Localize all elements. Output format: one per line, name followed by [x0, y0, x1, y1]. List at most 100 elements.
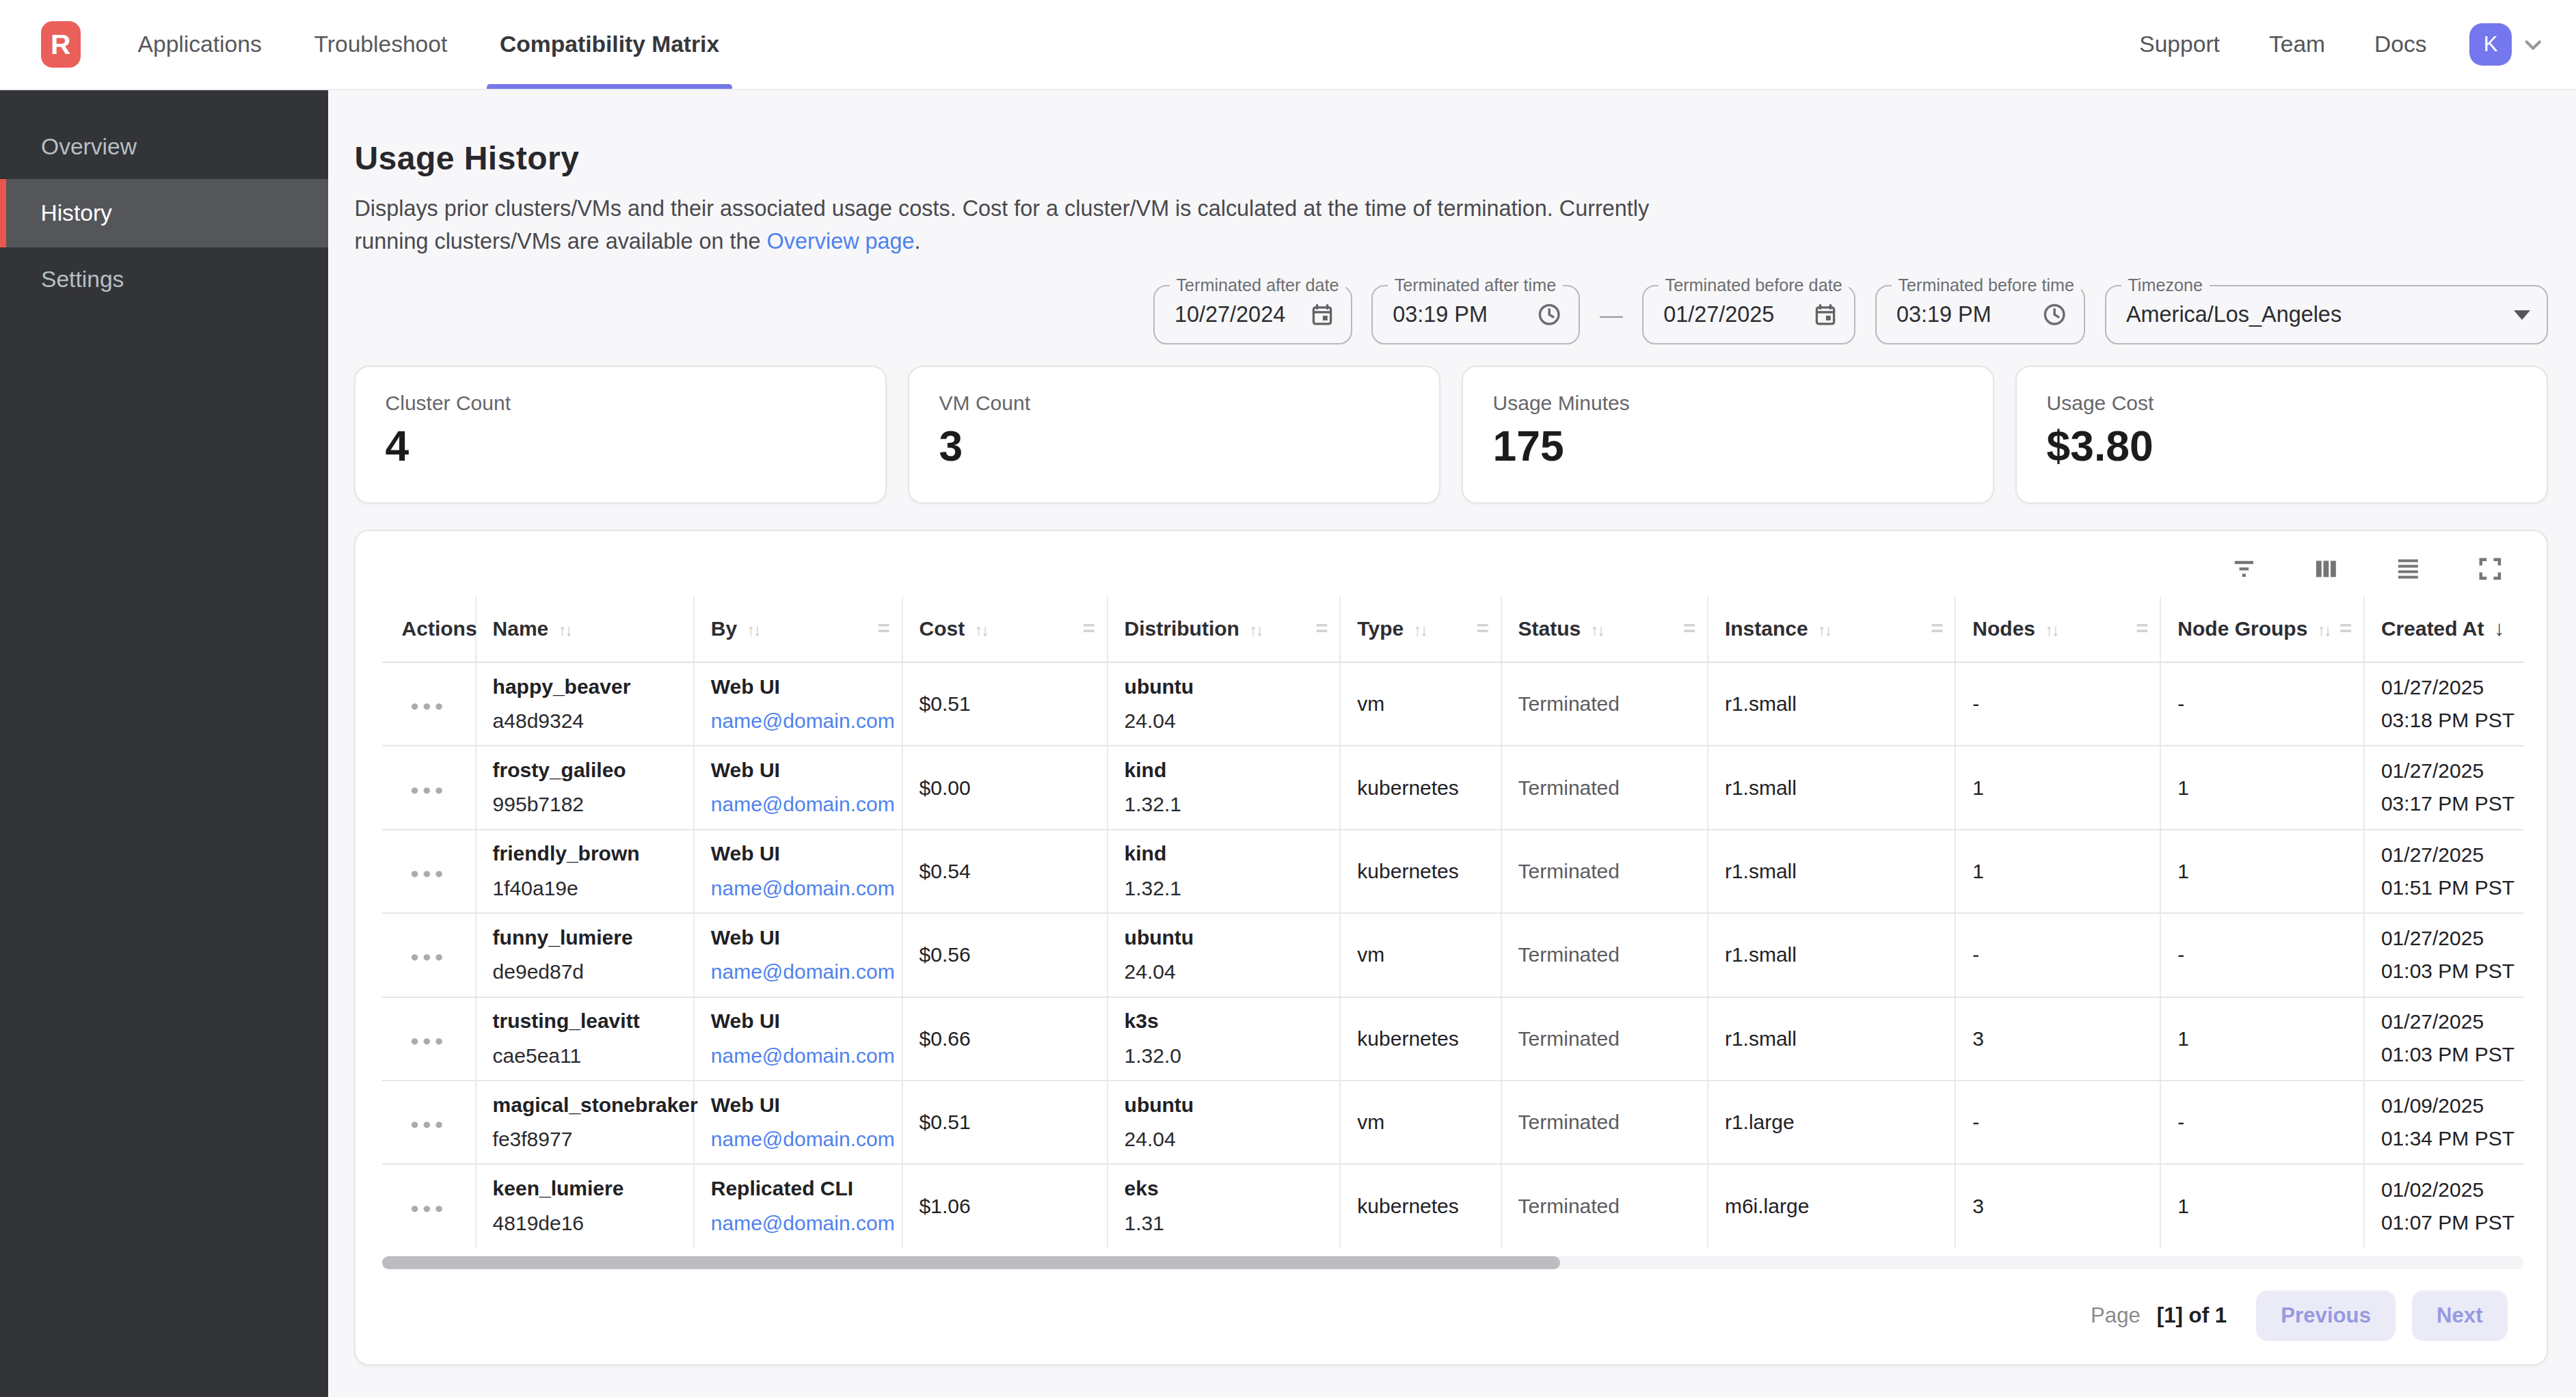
cluster-id: 4819de16	[493, 1210, 693, 1238]
created-by-email-link[interactable]: name@domain.com	[711, 1126, 895, 1154]
filter-icon[interactable]	[2230, 555, 2258, 583]
overview-page-link[interactable]: Overview page	[767, 229, 915, 254]
actions-cell: ●●●	[382, 913, 476, 996]
nav-link-team[interactable]: Team	[2269, 31, 2325, 57]
row-actions-button[interactable]: ●●●	[410, 781, 447, 798]
nav-link-docs[interactable]: Docs	[2374, 31, 2427, 57]
row-actions-button[interactable]: ●●●	[410, 948, 447, 965]
fullscreen-icon[interactable]	[2476, 555, 2504, 583]
instance-cell: r1.small	[1708, 997, 1955, 1081]
replicated-logo[interactable]: R	[41, 21, 81, 67]
row-actions-button[interactable]: ●●●	[410, 1199, 447, 1217]
column-header-cost[interactable]: Cost↑↓=	[902, 597, 1108, 662]
column-header-node-groups[interactable]: Node Groups↑↓=	[2160, 597, 2364, 662]
distribution-version: 1.32.1	[1125, 875, 1340, 903]
column-resize-handle[interactable]: =	[1683, 616, 1695, 641]
column-header-type[interactable]: Type↑↓=	[1340, 597, 1501, 662]
sidebar-item-settings[interactable]: Settings	[0, 247, 328, 312]
created-by-email-link[interactable]: name@domain.com	[711, 958, 895, 986]
distribution-version: 24.04	[1125, 707, 1340, 735]
density-icon[interactable]	[2394, 555, 2422, 583]
row-actions-button[interactable]: ●●●	[410, 1115, 447, 1132]
nodes-cell: 3	[1955, 1164, 2160, 1247]
columns-icon[interactable]	[2312, 555, 2340, 583]
clock-icon[interactable]	[2041, 301, 2067, 327]
sort-icon: ↑↓	[1818, 621, 1831, 639]
actions-cell: ●●●	[382, 662, 476, 746]
horizontal-scrollbar-track	[382, 1256, 2524, 1269]
column-resize-handle[interactable]: =	[2136, 616, 2148, 641]
created-by-email-link[interactable]: name@domain.com	[711, 875, 895, 903]
distribution-cell: kind1.32.1	[1108, 746, 1341, 829]
tab-applications[interactable]: Applications	[124, 0, 275, 89]
cost-cell: $0.51	[902, 662, 1108, 746]
status-cell: Terminated	[1501, 746, 1708, 829]
horizontal-scrollbar-thumb[interactable]	[382, 1256, 1560, 1269]
terminated-before-time-field[interactable]: Terminated before time 03:19 PM	[1875, 285, 2085, 344]
created-time: 01:07 PM PST	[2381, 1209, 2524, 1237]
row-actions-button[interactable]: ●●●	[410, 865, 447, 882]
field-label: Terminated before date	[1659, 275, 1849, 295]
distribution-cell: ubuntu24.04	[1108, 1081, 1341, 1164]
column-resize-handle[interactable]: =	[1931, 616, 1943, 641]
terminated-after-time-field[interactable]: Terminated after time 03:19 PM	[1371, 285, 1580, 344]
cluster-name: trusting_leavitt	[493, 1007, 693, 1035]
status-badge: Terminated	[1518, 1195, 1620, 1217]
created-by-email-link[interactable]: name@domain.com	[711, 1042, 895, 1070]
column-label: Name	[493, 617, 549, 640]
created-at-cell: 01/27/202501:51 PM PST	[2364, 830, 2524, 913]
created-by-email-link[interactable]: name@domain.com	[711, 707, 895, 735]
created-by-email-link[interactable]: name@domain.com	[711, 1210, 895, 1238]
by-cell: Web UIname@domain.com	[694, 746, 902, 829]
main-content: Usage History Displays prior clusters/VM…	[328, 90, 2576, 1397]
field-value: 10/27/2024	[1175, 302, 1296, 327]
sidebar-item-history[interactable]: History	[0, 179, 328, 248]
sort-icon: ↑↓	[1591, 621, 1604, 639]
column-resize-handle[interactable]: =	[1083, 616, 1095, 641]
column-header-distribution[interactable]: Distribution↑↓=	[1108, 597, 1341, 662]
page-label: Page	[2091, 1303, 2141, 1328]
column-label: Actions	[402, 617, 477, 640]
nav-link-support[interactable]: Support	[2139, 31, 2220, 57]
column-resize-handle[interactable]: =	[1477, 616, 1489, 641]
actions-cell: ●●●	[382, 1164, 476, 1247]
created-time: 01:03 PM PST	[2381, 958, 2524, 986]
tab-troubleshoot[interactable]: Troubleshoot	[301, 0, 460, 89]
column-resize-handle[interactable]: =	[2339, 616, 2352, 641]
clock-icon[interactable]	[1536, 301, 1562, 327]
column-label: Distribution	[1125, 617, 1239, 640]
cost-cell: $0.66	[902, 997, 1108, 1081]
tab-compatibility-matrix[interactable]: Compatibility Matrix	[487, 0, 732, 89]
timezone-select[interactable]: Timezone America/Los_Angeles	[2105, 285, 2548, 344]
column-header-name[interactable]: Name↑↓	[476, 597, 694, 662]
column-resize-handle[interactable]: =	[1315, 616, 1328, 641]
column-header-nodes[interactable]: Nodes↑↓=	[1955, 597, 2160, 662]
stat-card-usage-cost: Usage Cost $3.80	[2015, 366, 2548, 504]
distribution-version: 1.32.1	[1125, 791, 1340, 819]
next-page-button[interactable]: Next	[2412, 1290, 2508, 1341]
avatar[interactable]: K	[2469, 23, 2512, 66]
column-header-created-at[interactable]: Created At↓	[2364, 597, 2524, 662]
user-menu[interactable]: K	[2469, 23, 2547, 66]
column-header-actions: Actions	[382, 597, 476, 662]
terminated-after-date-field[interactable]: Terminated after date 10/27/2024	[1153, 285, 1352, 344]
distribution-name: ubuntu	[1125, 1091, 1340, 1120]
terminated-before-date-field[interactable]: Terminated before date 01/27/2025	[1642, 285, 1855, 344]
column-header-by[interactable]: By↑↓=	[694, 597, 902, 662]
cost-cell: $0.51	[902, 1081, 1108, 1164]
column-resize-handle[interactable]: =	[878, 616, 890, 641]
row-actions-button[interactable]: ●●●	[410, 697, 447, 714]
distribution-cell: ubuntu24.04	[1108, 662, 1341, 746]
row-actions-button[interactable]: ●●●	[410, 1032, 447, 1049]
previous-page-button[interactable]: Previous	[2256, 1290, 2396, 1341]
calendar-icon[interactable]	[1813, 303, 1838, 327]
sort-icon: ↑↓	[747, 621, 760, 639]
status-badge: Terminated	[1518, 692, 1620, 715]
sidebar-item-overview[interactable]: Overview	[0, 115, 328, 179]
calendar-icon[interactable]	[1310, 303, 1334, 327]
column-header-instance[interactable]: Instance↑↓=	[1708, 597, 1955, 662]
created-by-email-link[interactable]: name@domain.com	[711, 791, 895, 819]
stat-label: Cluster Count	[386, 392, 856, 415]
table-row: ●●●happy_beavera48d9324Web UIname@domain…	[382, 662, 2524, 746]
column-header-status[interactable]: Status↑↓=	[1501, 597, 1708, 662]
